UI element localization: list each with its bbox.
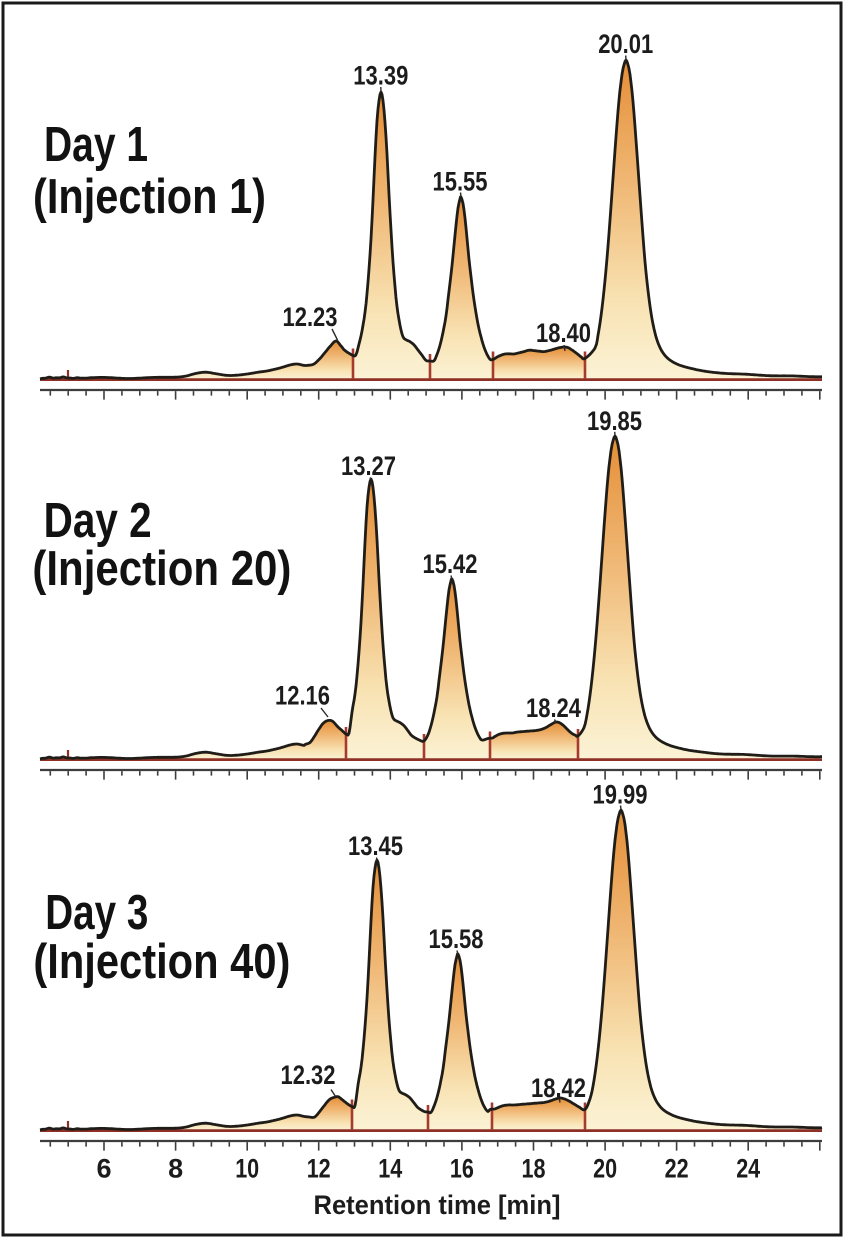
svg-text:18: 18 bbox=[522, 1154, 546, 1184]
svg-text:18.24: 18.24 bbox=[526, 693, 581, 723]
svg-text:18.42: 18.42 bbox=[531, 1073, 586, 1103]
svg-text:20: 20 bbox=[593, 1154, 617, 1184]
svg-text:22: 22 bbox=[665, 1154, 689, 1184]
svg-text:15.42: 15.42 bbox=[423, 549, 478, 579]
svg-text:12.32: 12.32 bbox=[281, 1060, 336, 1090]
svg-text:Day 3: Day 3 bbox=[45, 886, 148, 940]
svg-text:Day 1: Day 1 bbox=[44, 118, 148, 172]
svg-text:15.58: 15.58 bbox=[429, 924, 484, 954]
svg-text:13.39: 13.39 bbox=[353, 61, 408, 91]
svg-text:24: 24 bbox=[736, 1154, 760, 1184]
svg-text:(Injection 1): (Injection 1) bbox=[33, 170, 266, 224]
svg-text:13.45: 13.45 bbox=[348, 831, 403, 861]
svg-text:Retention time [min]: Retention time [min] bbox=[314, 1190, 561, 1220]
svg-text:12.23: 12.23 bbox=[283, 302, 338, 332]
svg-text:18.40: 18.40 bbox=[536, 318, 591, 348]
svg-text:14: 14 bbox=[378, 1154, 402, 1184]
svg-text:12: 12 bbox=[307, 1154, 331, 1184]
svg-text:Day 2: Day 2 bbox=[44, 494, 152, 548]
svg-text:19.85: 19.85 bbox=[587, 406, 642, 436]
svg-text:16: 16 bbox=[450, 1154, 474, 1184]
svg-text:19.99: 19.99 bbox=[593, 780, 648, 810]
svg-text:(Injection 20): (Injection 20) bbox=[32, 542, 291, 596]
svg-text:6: 6 bbox=[96, 1154, 111, 1184]
svg-text:(Injection 40): (Injection 40) bbox=[33, 935, 290, 989]
svg-text:13.27: 13.27 bbox=[341, 451, 396, 481]
svg-text:8: 8 bbox=[168, 1154, 183, 1184]
svg-text:12.16: 12.16 bbox=[275, 681, 330, 711]
svg-text:15.55: 15.55 bbox=[433, 167, 488, 197]
svg-text:10: 10 bbox=[235, 1154, 259, 1184]
svg-text:20.01: 20.01 bbox=[598, 29, 653, 59]
